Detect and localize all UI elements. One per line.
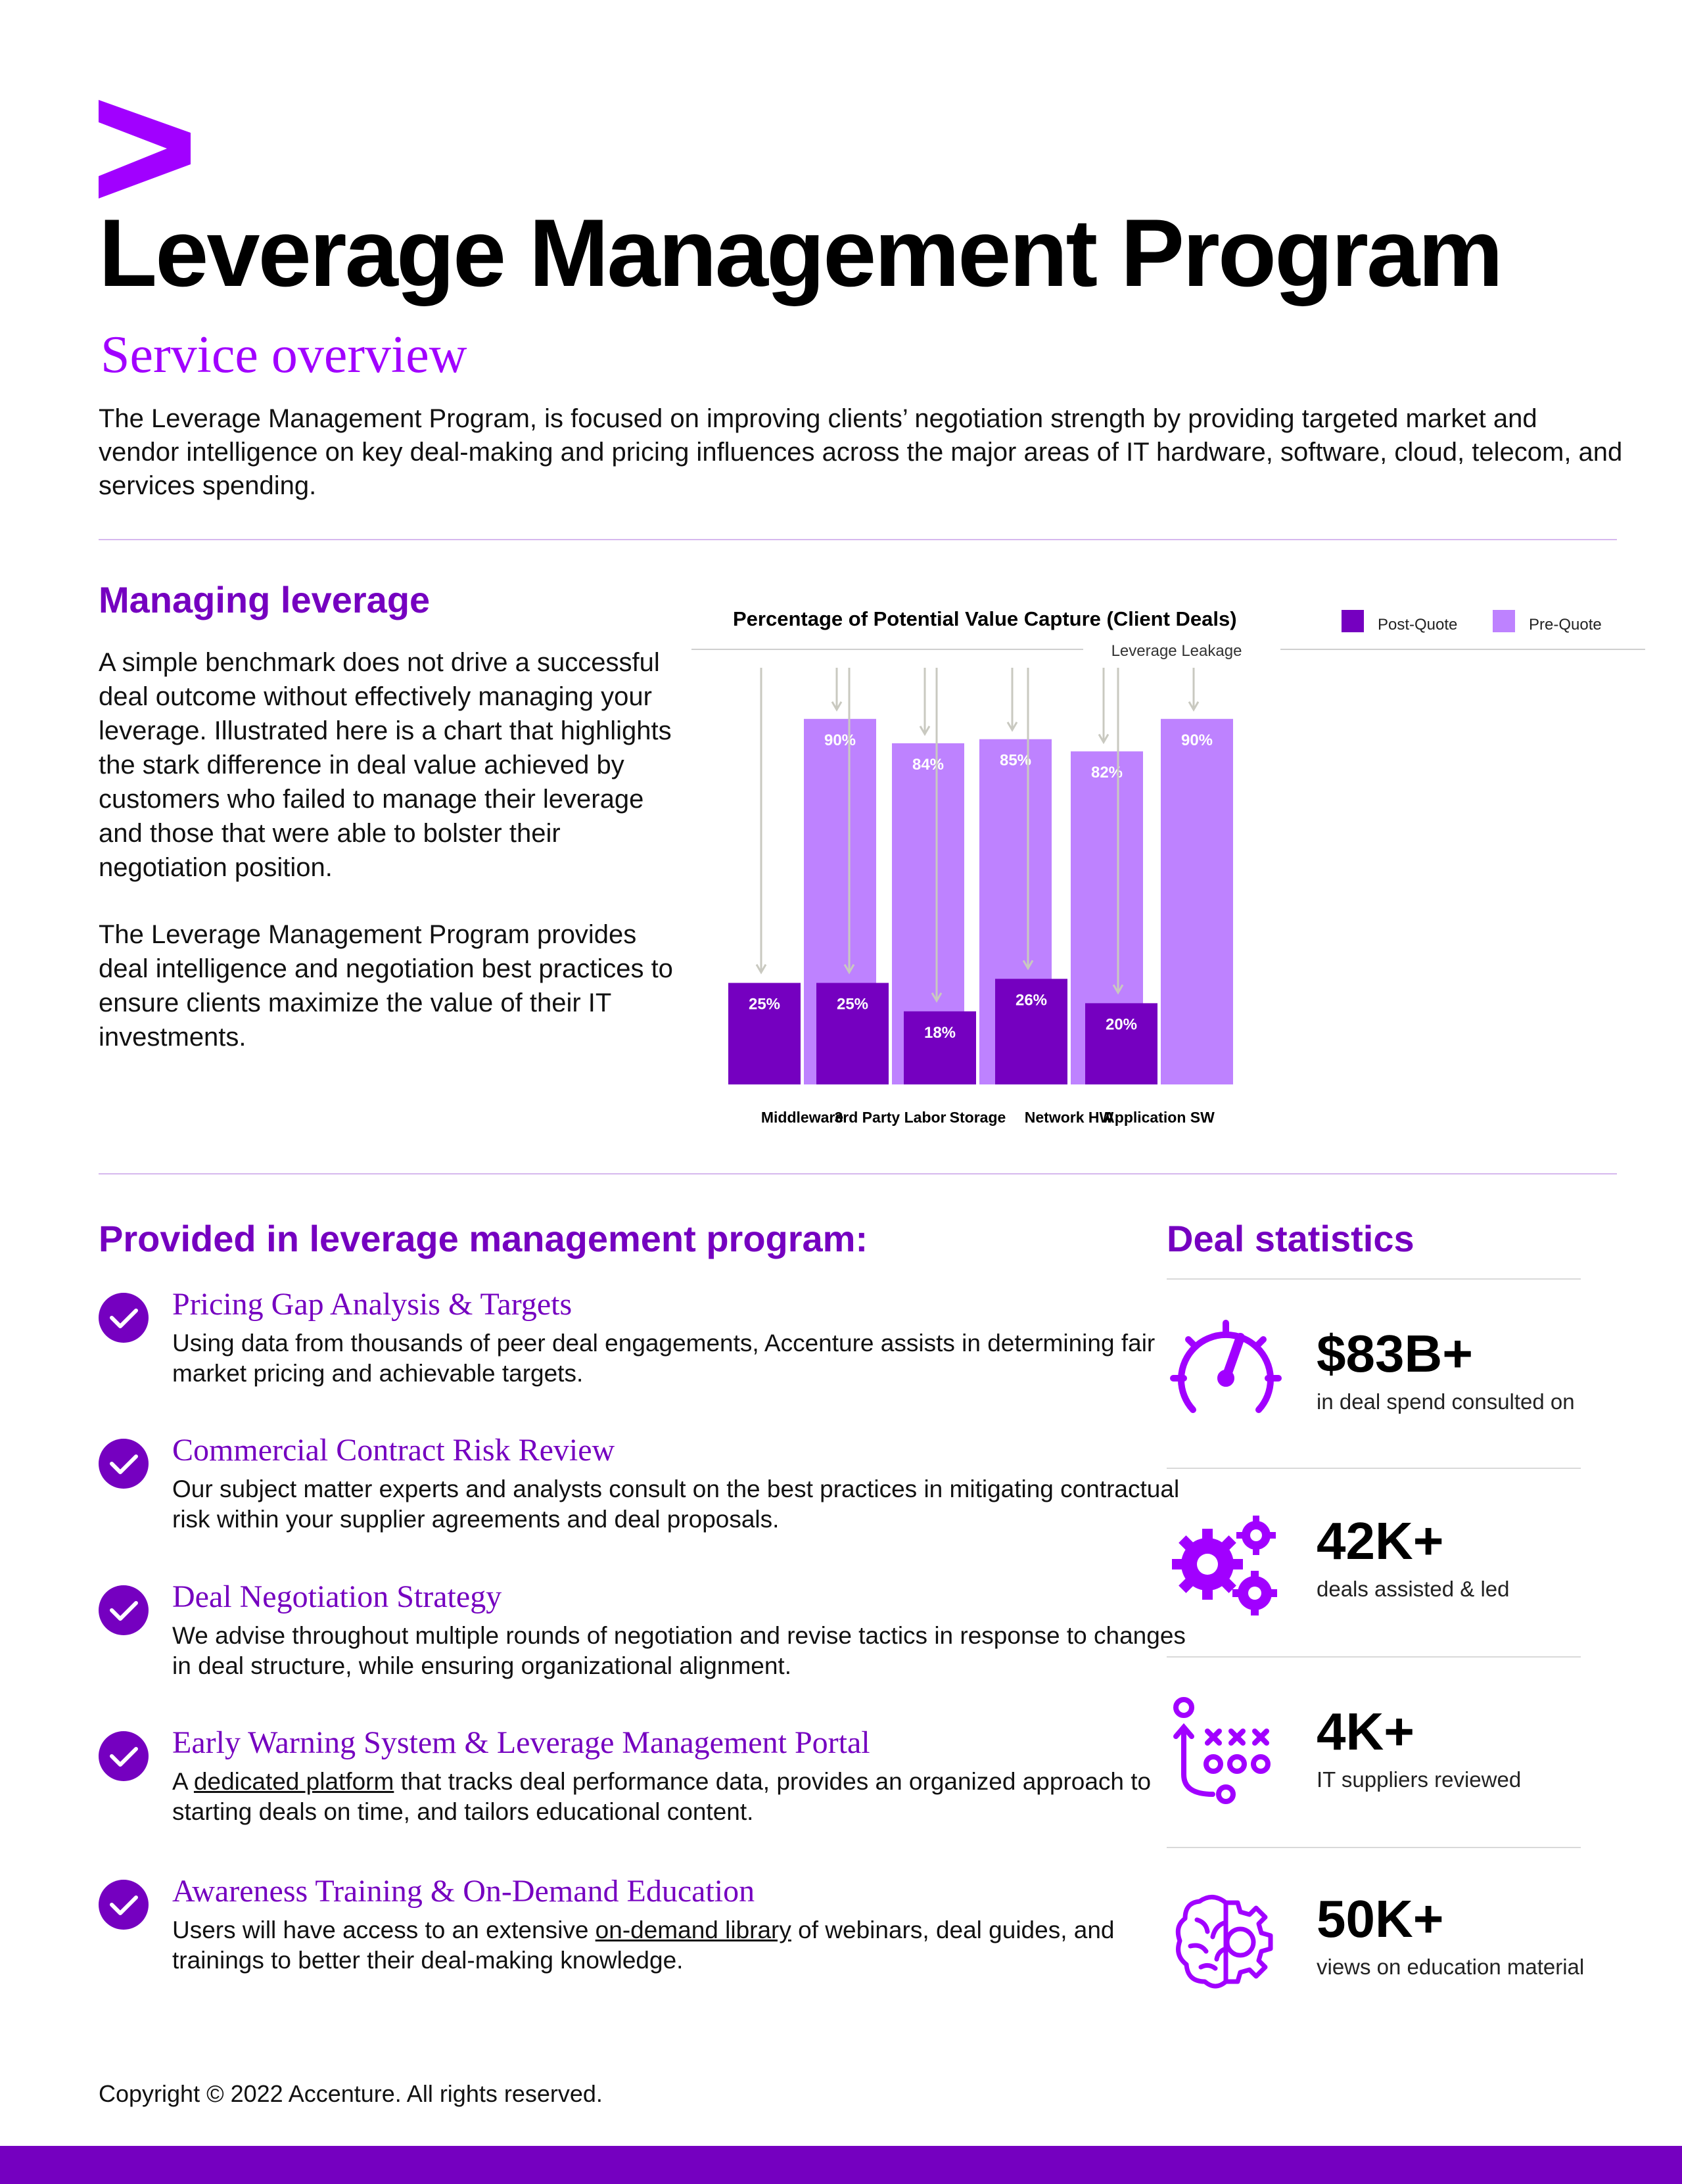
leakage-arrow-head: [755, 964, 767, 975]
managing-leverage-heading: Managing leverage: [99, 579, 431, 620]
pre-quote-arrow-head: [1188, 701, 1200, 712]
on-demand-library-link[interactable]: on-demand library: [595, 1917, 791, 1943]
description-text: that tracks deal performance data, provi…: [172, 1768, 1152, 1825]
category-label: Network HW: [1025, 1109, 1114, 1126]
pre-quote-arrow-head: [831, 701, 843, 712]
data-label-post-quote: 25%: [749, 996, 780, 1013]
program-item-description: We advise throughout multiple rounds of …: [172, 1622, 1186, 1679]
program-item-description: Our subject matter experts and analysts …: [172, 1475, 1180, 1533]
data-label-pre-quote: 90%: [1181, 732, 1213, 749]
description-text: A: [172, 1768, 194, 1795]
program-item-title: Early Warning System & Leverage Manageme…: [172, 1725, 870, 1760]
intro-paragraph: The Leverage Management Program, is focu…: [99, 404, 1623, 500]
program-item-description: A dedicated platform that tracks deal pe…: [172, 1767, 1198, 1827]
stat-suppliers: 4K+ IT suppliers reviewed: [1167, 1696, 1587, 1853]
program-item: Pricing Gap Analysis & Targets Using dat…: [99, 1285, 1155, 1416]
description-text: Users will have access to an extensive: [172, 1917, 596, 1943]
dedicated-platform-link[interactable]: dedicated platform: [193, 1768, 394, 1795]
data-label-pre-quote: 90%: [824, 732, 856, 749]
strategy-playbook-icon: [1173, 1697, 1271, 1804]
pre-quote-arrow-head: [1098, 733, 1110, 745]
value-capture-chart-svg: Percentage of Potential Value Capture (C…: [691, 607, 1645, 1126]
data-label-post-quote: 18%: [924, 1024, 956, 1042]
copyright-text: Copyright © 2022 Accenture. All rights r…: [99, 2080, 603, 2107]
bar-post-quote-4: [1085, 1003, 1157, 1084]
accenture-logo-icon: [99, 100, 191, 198]
program-item: Early Warning System & Leverage Manageme…: [99, 1723, 1151, 1855]
page-subtitle: Service overview: [101, 326, 467, 384]
legend-swatch-post-quote: [1342, 610, 1364, 632]
stat-value: 42K+: [1317, 1512, 1444, 1570]
category-label: Middleware: [761, 1109, 843, 1126]
checkmark-circle-icon: [99, 1731, 149, 1781]
program-item-description: Using data from thousands of peer deal e…: [172, 1330, 1156, 1387]
checkmark-circle-icon: [99, 1585, 149, 1635]
stat-education-views: 50K+ views on education material: [1167, 1883, 1587, 2041]
chart-title: Percentage of Potential Value Capture (C…: [733, 607, 1237, 630]
program-item: Awareness Training & On-Demand Education…: [99, 1872, 1124, 2003]
program-item-title: Commercial Contract Risk Review: [172, 1433, 615, 1468]
program-item: Deal Negotiation Strategy We advise thro…: [99, 1577, 1186, 1709]
brain-gear-icon: [1175, 1895, 1273, 1989]
deal-statistics-heading: Deal statistics: [1167, 1218, 1414, 1259]
stats-divider: [1167, 1468, 1581, 1469]
pre-quote-arrow-head: [919, 726, 931, 736]
leakage-arrow-head: [843, 964, 855, 975]
leakage-arrow-head: [931, 992, 943, 1003]
data-label-pre-quote: 85%: [1000, 752, 1031, 770]
stat-deals-assisted: 42K+ deals assisted & led: [1167, 1505, 1587, 1663]
stat-label: deals assisted & led: [1317, 1577, 1510, 1601]
stat-value: 50K+: [1317, 1890, 1444, 1948]
data-label-pre-quote: 84%: [912, 756, 944, 774]
program-item-title: Awareness Training & On-Demand Education: [172, 1874, 755, 1909]
leakage-arrow-head: [1022, 960, 1034, 971]
stat-label: in deal spend consulted on: [1317, 1389, 1575, 1414]
legend-label-pre-quote: Pre-Quote: [1529, 616, 1602, 634]
description-text: of webinars, deal guides, and trainings …: [172, 1917, 1115, 1974]
stat-value: $83B+: [1317, 1324, 1473, 1383]
leverage-leakage-label: Leverage Leakage: [1111, 642, 1242, 660]
category-label: 3rd Party Labor: [835, 1109, 946, 1126]
category-label: Application SW: [1104, 1109, 1215, 1126]
page-title: Leverage Management Program: [99, 199, 1503, 306]
bar-post-quote-2: [904, 1011, 976, 1084]
program-item-title: Pricing Gap Analysis & Targets: [172, 1287, 572, 1322]
stat-value: 4K+: [1317, 1702, 1414, 1761]
footer-bar: [0, 2146, 1682, 2184]
legend-label-post-quote: Post-Quote: [1378, 616, 1457, 634]
program-item-title: Deal Negotiation Strategy: [172, 1579, 502, 1614]
bar-post-quote-3: [995, 979, 1067, 1084]
stats-divider: [1167, 1847, 1581, 1848]
data-label-post-quote: 26%: [1016, 991, 1047, 1009]
program-item-description: Users will have access to an extensive o…: [172, 1915, 1198, 1976]
stats-divider: [1167, 1278, 1581, 1280]
divider: [99, 539, 1617, 540]
stat-label: IT suppliers reviewed: [1317, 1767, 1522, 1792]
value-capture-chart: Percentage of Potential Value Capture (C…: [689, 592, 1648, 1150]
data-label-post-quote: 20%: [1106, 1015, 1137, 1033]
gears-icon: [1172, 1516, 1277, 1615]
data-label-post-quote: 25%: [837, 996, 868, 1013]
divider: [99, 1173, 1617, 1174]
category-label: Storage: [950, 1109, 1006, 1126]
stat-deal-spend: $83B+ in deal spend consulted on: [1167, 1318, 1587, 1475]
program-item: Commercial Contract Risk Review Our subj…: [99, 1431, 1179, 1562]
managing-leverage-paragraph-1: A simple benchmark does not drive a succ…: [99, 648, 672, 882]
bar-post-quote-1: [816, 983, 889, 1084]
legend-swatch-pre-quote: [1493, 610, 1515, 632]
leverage-leakage-label-bg: [1083, 638, 1280, 660]
checkmark-circle-icon: [99, 1880, 149, 1930]
managing-leverage-paragraph-2: The Leverage Management Program provides…: [99, 920, 673, 1052]
leakage-arrow-head: [1112, 984, 1124, 995]
bar-post-quote-0: [728, 983, 801, 1084]
bar-pre-quote-4: [1161, 718, 1233, 1084]
program-heading: Provided in leverage management program:: [99, 1218, 868, 1259]
checkmark-circle-icon: [99, 1293, 149, 1343]
pre-quote-arrow-head: [1006, 721, 1018, 732]
stats-divider: [1167, 1656, 1581, 1658]
stat-label: views on education material: [1317, 1955, 1585, 1979]
checkmark-circle-icon: [99, 1439, 149, 1489]
speedometer-icon: [1170, 1320, 1282, 1413]
